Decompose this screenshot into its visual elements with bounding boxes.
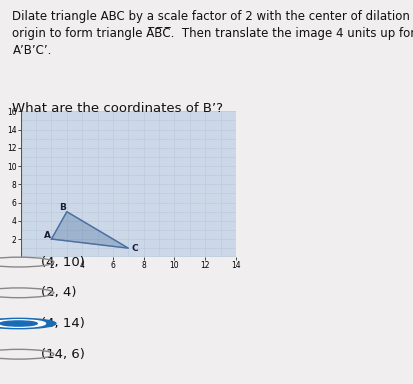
Text: (4, 10): (4, 10) (41, 256, 85, 268)
Text: Dilate triangle ABC by a scale factor of 2 with the center of dilation at the
or: Dilate triangle ABC by a scale factor of… (12, 10, 413, 56)
Circle shape (0, 320, 45, 327)
Text: B: B (59, 203, 66, 212)
Text: A: A (44, 231, 51, 240)
Polygon shape (51, 212, 128, 248)
Text: (14, 6): (14, 6) (41, 348, 85, 361)
Circle shape (0, 321, 37, 326)
Circle shape (0, 318, 56, 329)
Text: What are the coordinates of B’?: What are the coordinates of B’? (12, 102, 223, 115)
Text: C: C (131, 244, 138, 253)
Text: (2, 4): (2, 4) (41, 286, 77, 299)
Text: (4, 14): (4, 14) (41, 317, 85, 330)
